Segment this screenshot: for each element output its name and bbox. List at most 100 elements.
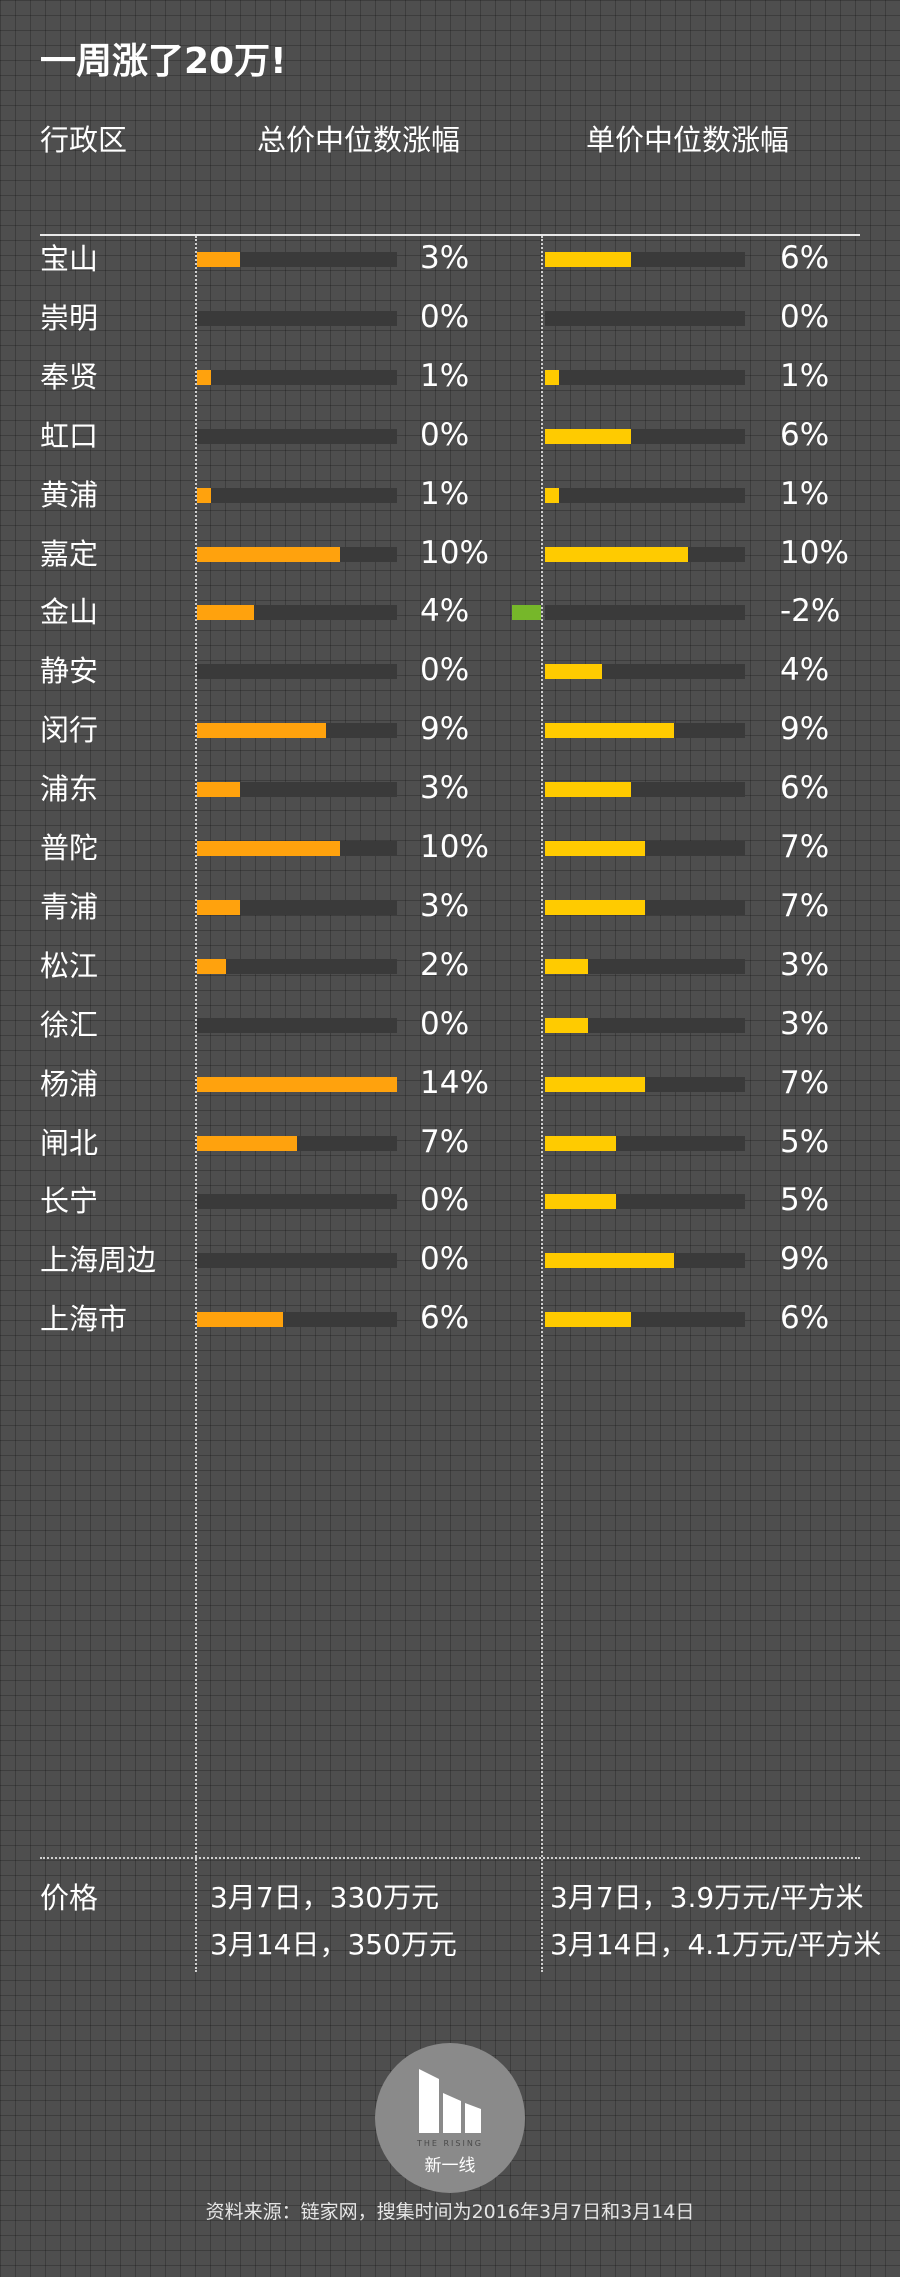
chart-row: 黄浦 1% 1% — [0, 465, 900, 525]
unit-value-label: 3% — [780, 1005, 830, 1042]
chart-row: 普陀 10% 7% — [0, 818, 900, 878]
unit-value-label: 3% — [780, 946, 830, 983]
total-bar-track — [197, 958, 397, 974]
logo-chinese-text: 新一线 — [424, 2156, 476, 2176]
chart-row: 上海市 6% 6% — [0, 1289, 900, 1349]
total-bar — [197, 723, 326, 739]
total-bar-track — [197, 1017, 397, 1033]
total-bar — [197, 252, 240, 267]
chart-row: 奉贤 1% 1% — [0, 347, 900, 407]
total-bar-track — [197, 310, 397, 326]
chart-row: 嘉定 10% 10% — [0, 524, 900, 584]
total-bar — [197, 841, 340, 856]
unit-value-label: 1% — [780, 475, 830, 512]
unit-bar — [545, 1076, 645, 1092]
unit-value-label: 6% — [780, 1300, 830, 1337]
unit-bar — [545, 899, 645, 915]
total-bar-track — [197, 252, 397, 267]
unit-bar — [545, 723, 674, 739]
district-label: 宝山 — [40, 242, 99, 276]
total-bar-track — [197, 899, 397, 915]
unit-bar — [545, 1194, 617, 1210]
total-value-label: 3% — [420, 770, 470, 807]
total-bar-track — [197, 664, 397, 680]
total-bar-track — [197, 782, 397, 798]
unit-bar — [545, 958, 588, 974]
price-unit-after: 3月14日，4.1万元/平方米 — [550, 1928, 882, 1961]
district-label: 松江 — [40, 948, 99, 983]
total-value-label: 1% — [420, 475, 470, 512]
district-label: 杨浦 — [40, 1066, 99, 1101]
district-label: 上海周边 — [40, 1243, 157, 1278]
district-label: 普陀 — [40, 831, 99, 865]
price-unit-before: 3月7日，3.9万元/平方米 — [550, 1881, 864, 1914]
total-value-label: 3% — [420, 240, 470, 276]
total-bar — [197, 782, 240, 798]
total-value-label: 7% — [420, 1123, 470, 1160]
unit-bar — [545, 546, 688, 562]
chart-row: 杨浦 14% 7% — [0, 1054, 900, 1114]
total-bar — [197, 1076, 397, 1092]
column-separator-2 — [541, 236, 543, 1972]
chart-row: 闸北 7% 5% — [0, 1113, 900, 1173]
logo-english-text: THE RISING — [416, 2139, 484, 2148]
unit-value-label: 9% — [780, 1241, 830, 1278]
total-bar-track — [197, 487, 397, 503]
unit-bar-track — [545, 487, 745, 503]
unit-bar — [545, 252, 631, 267]
district-label: 长宁 — [40, 1184, 99, 1219]
total-value-label: 6% — [420, 1300, 470, 1337]
column-separator-1 — [195, 236, 197, 1972]
price-total-before: 3月7日，330万元 — [210, 1881, 440, 1914]
bottom-divider — [40, 1857, 860, 1859]
unit-value-label: 7% — [780, 829, 830, 865]
district-label: 青浦 — [40, 889, 99, 924]
column-header-district: 行政区 — [40, 123, 128, 157]
total-bar — [197, 605, 255, 621]
unit-bar — [545, 1312, 631, 1328]
total-bar-track — [197, 428, 397, 444]
total-value-label: 14% — [420, 1064, 489, 1101]
chart-row: 松江 2% 3% — [0, 936, 900, 996]
total-bar — [197, 546, 340, 562]
total-value-label: 0% — [420, 1241, 470, 1278]
total-bar-track — [197, 369, 397, 385]
chart-row: 宝山 3% 6% — [0, 229, 900, 289]
column-header-total-price: 总价中位数涨幅 — [257, 123, 461, 157]
total-value-label: 0% — [420, 652, 470, 689]
district-label: 黄浦 — [40, 477, 99, 512]
logo-mark-icon — [419, 2069, 481, 2133]
total-value-label: 10% — [420, 829, 489, 865]
district-label: 上海市 — [40, 1302, 128, 1337]
unit-bar-track — [545, 369, 745, 385]
unit-bar-track — [545, 310, 745, 326]
unit-value-label: 10% — [780, 534, 849, 571]
unit-value-label: 6% — [780, 416, 830, 453]
district-label: 崇明 — [40, 300, 99, 335]
chart-row: 崇明 0% 0% — [0, 288, 900, 348]
chart-row: 闵行 9% 9% — [0, 700, 900, 760]
unit-value-label: 1% — [780, 357, 830, 394]
unit-value-label: -2% — [780, 593, 841, 630]
total-bar-track — [197, 1194, 397, 1210]
brand-logo: THE RISING 新一线 — [375, 2043, 525, 2193]
page-title: 一周涨了20万! — [40, 41, 287, 82]
total-bar — [197, 1135, 297, 1151]
unit-value-label: 7% — [780, 1064, 830, 1101]
district-label: 徐汇 — [40, 1007, 99, 1042]
unit-value-label: 5% — [780, 1123, 830, 1160]
unit-bar — [545, 841, 645, 856]
chart-row: 青浦 3% 7% — [0, 877, 900, 937]
unit-bar — [545, 1135, 617, 1151]
district-label: 奉贤 — [40, 359, 99, 394]
district-label: 嘉定 — [40, 536, 99, 571]
price-total-after: 3月14日，350万元 — [210, 1928, 457, 1961]
source-note: 资料来源：链家网，搜集时间为2016年3月7日和3月14日 — [205, 2201, 695, 2223]
total-value-label: 0% — [420, 1182, 470, 1219]
unit-bar — [545, 369, 560, 385]
column-header-unit-price: 单价中位数涨幅 — [586, 123, 790, 157]
total-value-label: 2% — [420, 946, 470, 983]
district-label: 静安 — [40, 654, 99, 689]
total-bar — [197, 1312, 283, 1328]
unit-value-label: 6% — [780, 770, 830, 807]
